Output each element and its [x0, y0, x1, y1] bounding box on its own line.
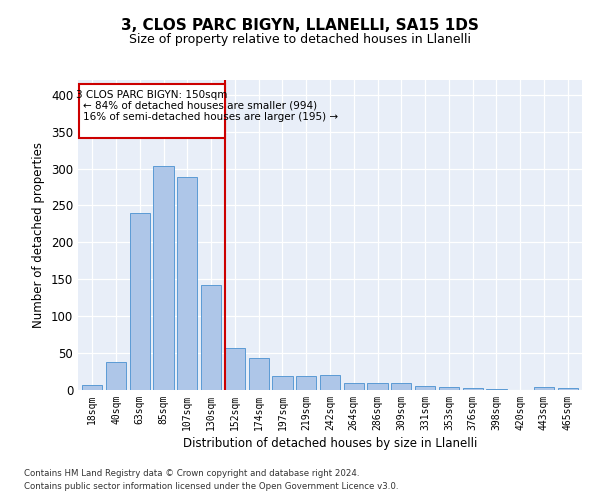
- Bar: [344, 382, 364, 390]
- X-axis label: Distribution of detached houses by size in Llanelli: Distribution of detached houses by size …: [183, 437, 477, 450]
- Bar: [82, 385, 103, 390]
- Text: Contains public sector information licensed under the Open Government Licence v3: Contains public sector information licen…: [24, 482, 398, 491]
- Bar: [415, 386, 435, 390]
- Bar: [534, 387, 554, 390]
- Bar: [272, 376, 293, 390]
- Bar: [248, 358, 269, 390]
- FancyBboxPatch shape: [79, 84, 225, 138]
- Bar: [296, 376, 316, 390]
- Y-axis label: Number of detached properties: Number of detached properties: [32, 142, 46, 328]
- Text: Size of property relative to detached houses in Llanelli: Size of property relative to detached ho…: [129, 32, 471, 46]
- Bar: [201, 285, 221, 390]
- Text: 3 CLOS PARC BIGYN: 150sqm: 3 CLOS PARC BIGYN: 150sqm: [76, 90, 227, 100]
- Bar: [225, 348, 245, 390]
- Bar: [557, 388, 578, 390]
- Bar: [391, 382, 412, 390]
- Bar: [177, 178, 197, 390]
- Bar: [320, 375, 340, 390]
- Text: 16% of semi-detached houses are larger (195) →: 16% of semi-detached houses are larger (…: [83, 112, 338, 122]
- Bar: [487, 388, 506, 390]
- Bar: [154, 166, 173, 390]
- Bar: [130, 213, 150, 390]
- Bar: [367, 382, 388, 390]
- Text: ← 84% of detached houses are smaller (994): ← 84% of detached houses are smaller (99…: [83, 100, 317, 110]
- Text: 3, CLOS PARC BIGYN, LLANELLI, SA15 1DS: 3, CLOS PARC BIGYN, LLANELLI, SA15 1DS: [121, 18, 479, 32]
- Text: Contains HM Land Registry data © Crown copyright and database right 2024.: Contains HM Land Registry data © Crown c…: [24, 468, 359, 477]
- Bar: [463, 388, 483, 390]
- Bar: [439, 387, 459, 390]
- Bar: [106, 362, 126, 390]
